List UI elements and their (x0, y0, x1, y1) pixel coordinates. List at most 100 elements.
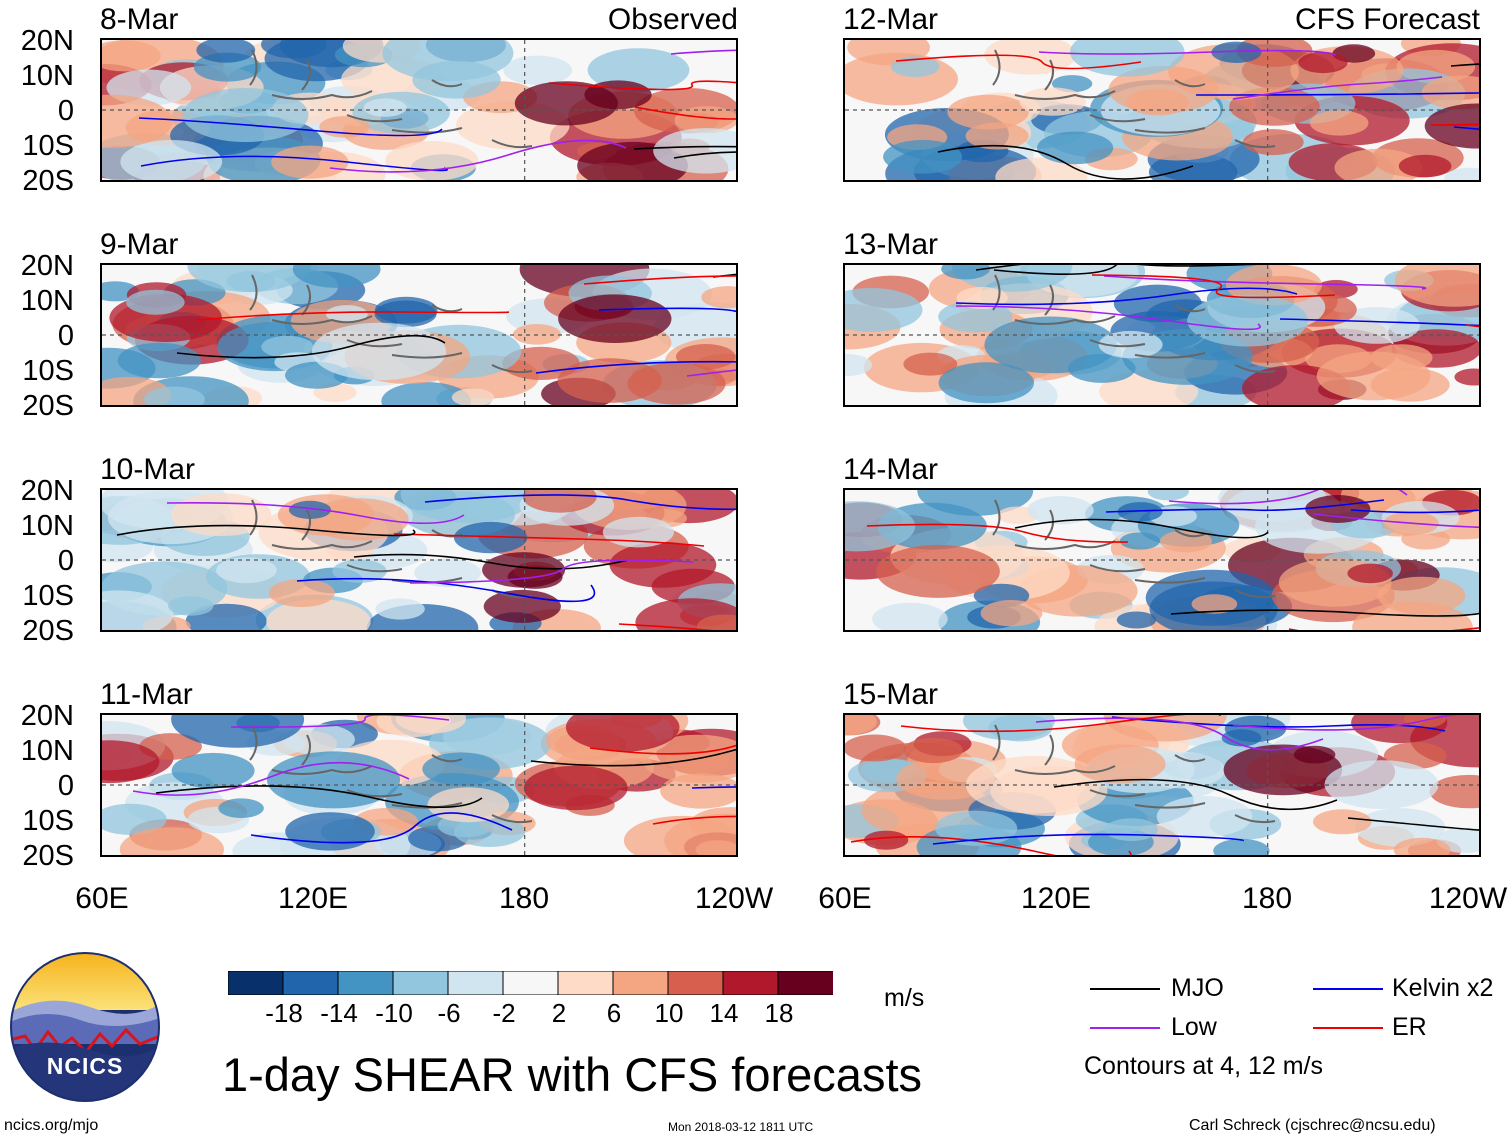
colorbar-units: m/s (884, 984, 925, 1012)
contour-line (866, 523, 1129, 543)
shear-blob (1309, 110, 1369, 136)
shear-blob (941, 265, 990, 280)
colorbar-tick-label: -10 (375, 998, 413, 1028)
shear-blob (1108, 65, 1219, 114)
shear-blob (325, 305, 368, 324)
shear-field (845, 490, 1479, 630)
shear-blob (374, 300, 437, 328)
ncics-logo: NCICS (10, 952, 160, 1102)
shear-blob (261, 40, 327, 59)
shear-blob (1221, 729, 1262, 747)
coastline (992, 499, 1276, 599)
shear-blob (1117, 502, 1163, 522)
lat-tick-label: 0 (57, 95, 74, 127)
shear-blob (523, 765, 628, 811)
contour-line (633, 145, 736, 150)
shear-blob (1187, 294, 1308, 347)
shear-blob (1116, 611, 1157, 629)
shear-blob (701, 286, 736, 309)
contour-line (1035, 717, 1324, 751)
contour-line (393, 533, 705, 547)
shear-blob (453, 816, 526, 847)
colorbar-swatch (667, 970, 724, 996)
contour-line (409, 559, 694, 584)
shear-blob (1211, 41, 1262, 63)
contour-line (1279, 318, 1479, 327)
shear-blob (1104, 818, 1158, 841)
coastline (249, 274, 533, 374)
shear-blob (451, 388, 494, 405)
lat-tick-label: 20N (20, 25, 74, 57)
shear-blob (845, 501, 916, 552)
map-panel-forecast (843, 713, 1481, 857)
source-url[interactable]: ncics.org/mjo (4, 1117, 99, 1134)
contour-line (530, 748, 736, 767)
contour-line (166, 501, 465, 525)
panel-title: 12-Mar (843, 3, 939, 36)
legend-swatch-kelvin (1313, 988, 1383, 990)
shear-blob (984, 316, 1117, 374)
colorbar-swatch (447, 970, 504, 996)
lat-tick-label: 0 (57, 770, 74, 802)
lat-tick-label: 10N (20, 735, 74, 767)
map-panel-forecast (843, 488, 1481, 632)
shear-blob (400, 490, 535, 523)
contour-line (1170, 609, 1479, 617)
shear-blob (1421, 75, 1479, 110)
shear-blob (292, 265, 381, 288)
shear-blob (102, 94, 173, 148)
legend-swatch-mjo (1090, 988, 1160, 990)
shear-field (845, 715, 1479, 855)
lon-tick-label: 60E (75, 882, 129, 915)
contour-line (634, 106, 736, 120)
colorbar-swatch (282, 970, 339, 996)
shear-blob (845, 288, 923, 332)
shear-field (845, 265, 1479, 405)
shear-blob (1119, 532, 1160, 550)
shear-blob (676, 344, 736, 370)
colorbar-swatch (557, 970, 614, 996)
legend-note: Contours at 4, 12 m/s (1084, 1052, 1324, 1080)
shear-blob (947, 94, 1029, 130)
lat-tick-label: 10N (20, 510, 74, 542)
lon-tick-label: 180 (498, 882, 550, 915)
shear-blob (1454, 368, 1479, 386)
colorbar-tick-label: 14 (709, 998, 739, 1028)
shear-blob (695, 840, 736, 855)
shear-blob (1191, 594, 1238, 614)
shear-blob (1213, 838, 1270, 855)
shear-blob (414, 558, 481, 588)
contour-line (955, 287, 1298, 306)
lon-tick-label: 180 (1241, 882, 1293, 915)
colorbar-swatch (392, 970, 449, 996)
shear-blob (1377, 576, 1466, 615)
shear-blob (196, 40, 256, 63)
shear-blob (1355, 808, 1446, 847)
contour-line (140, 155, 448, 172)
shear-blob (168, 596, 214, 616)
shear-blob (385, 141, 479, 180)
author-credit: Carl Schreck (cjschrec@ncsu.edu) (1189, 1117, 1436, 1134)
contour-line (932, 833, 1244, 845)
shear-blob (453, 521, 528, 554)
colorbar-swatch (337, 970, 394, 996)
contour-line (353, 553, 629, 570)
shear-blob (1305, 495, 1371, 523)
shear-blob (558, 294, 672, 343)
lat-tick-label: 10N (20, 60, 74, 92)
shear-blob (1313, 809, 1372, 835)
contour-line (1430, 123, 1479, 126)
contour-line (955, 305, 1261, 331)
legend-label-er: ER (1392, 1013, 1427, 1041)
shear-field (845, 40, 1479, 180)
shear-blob (872, 602, 948, 630)
shear-blob (674, 106, 736, 134)
shear-blob (1147, 490, 1189, 501)
contour-line (176, 334, 446, 359)
shear-blob (482, 552, 566, 588)
shear-blob (119, 827, 224, 855)
observed-column-label: Observed (607, 3, 738, 36)
shear-blob (660, 773, 736, 809)
legend-swatch-low (1090, 1027, 1160, 1029)
lon-tick-label: 120W (694, 882, 774, 915)
